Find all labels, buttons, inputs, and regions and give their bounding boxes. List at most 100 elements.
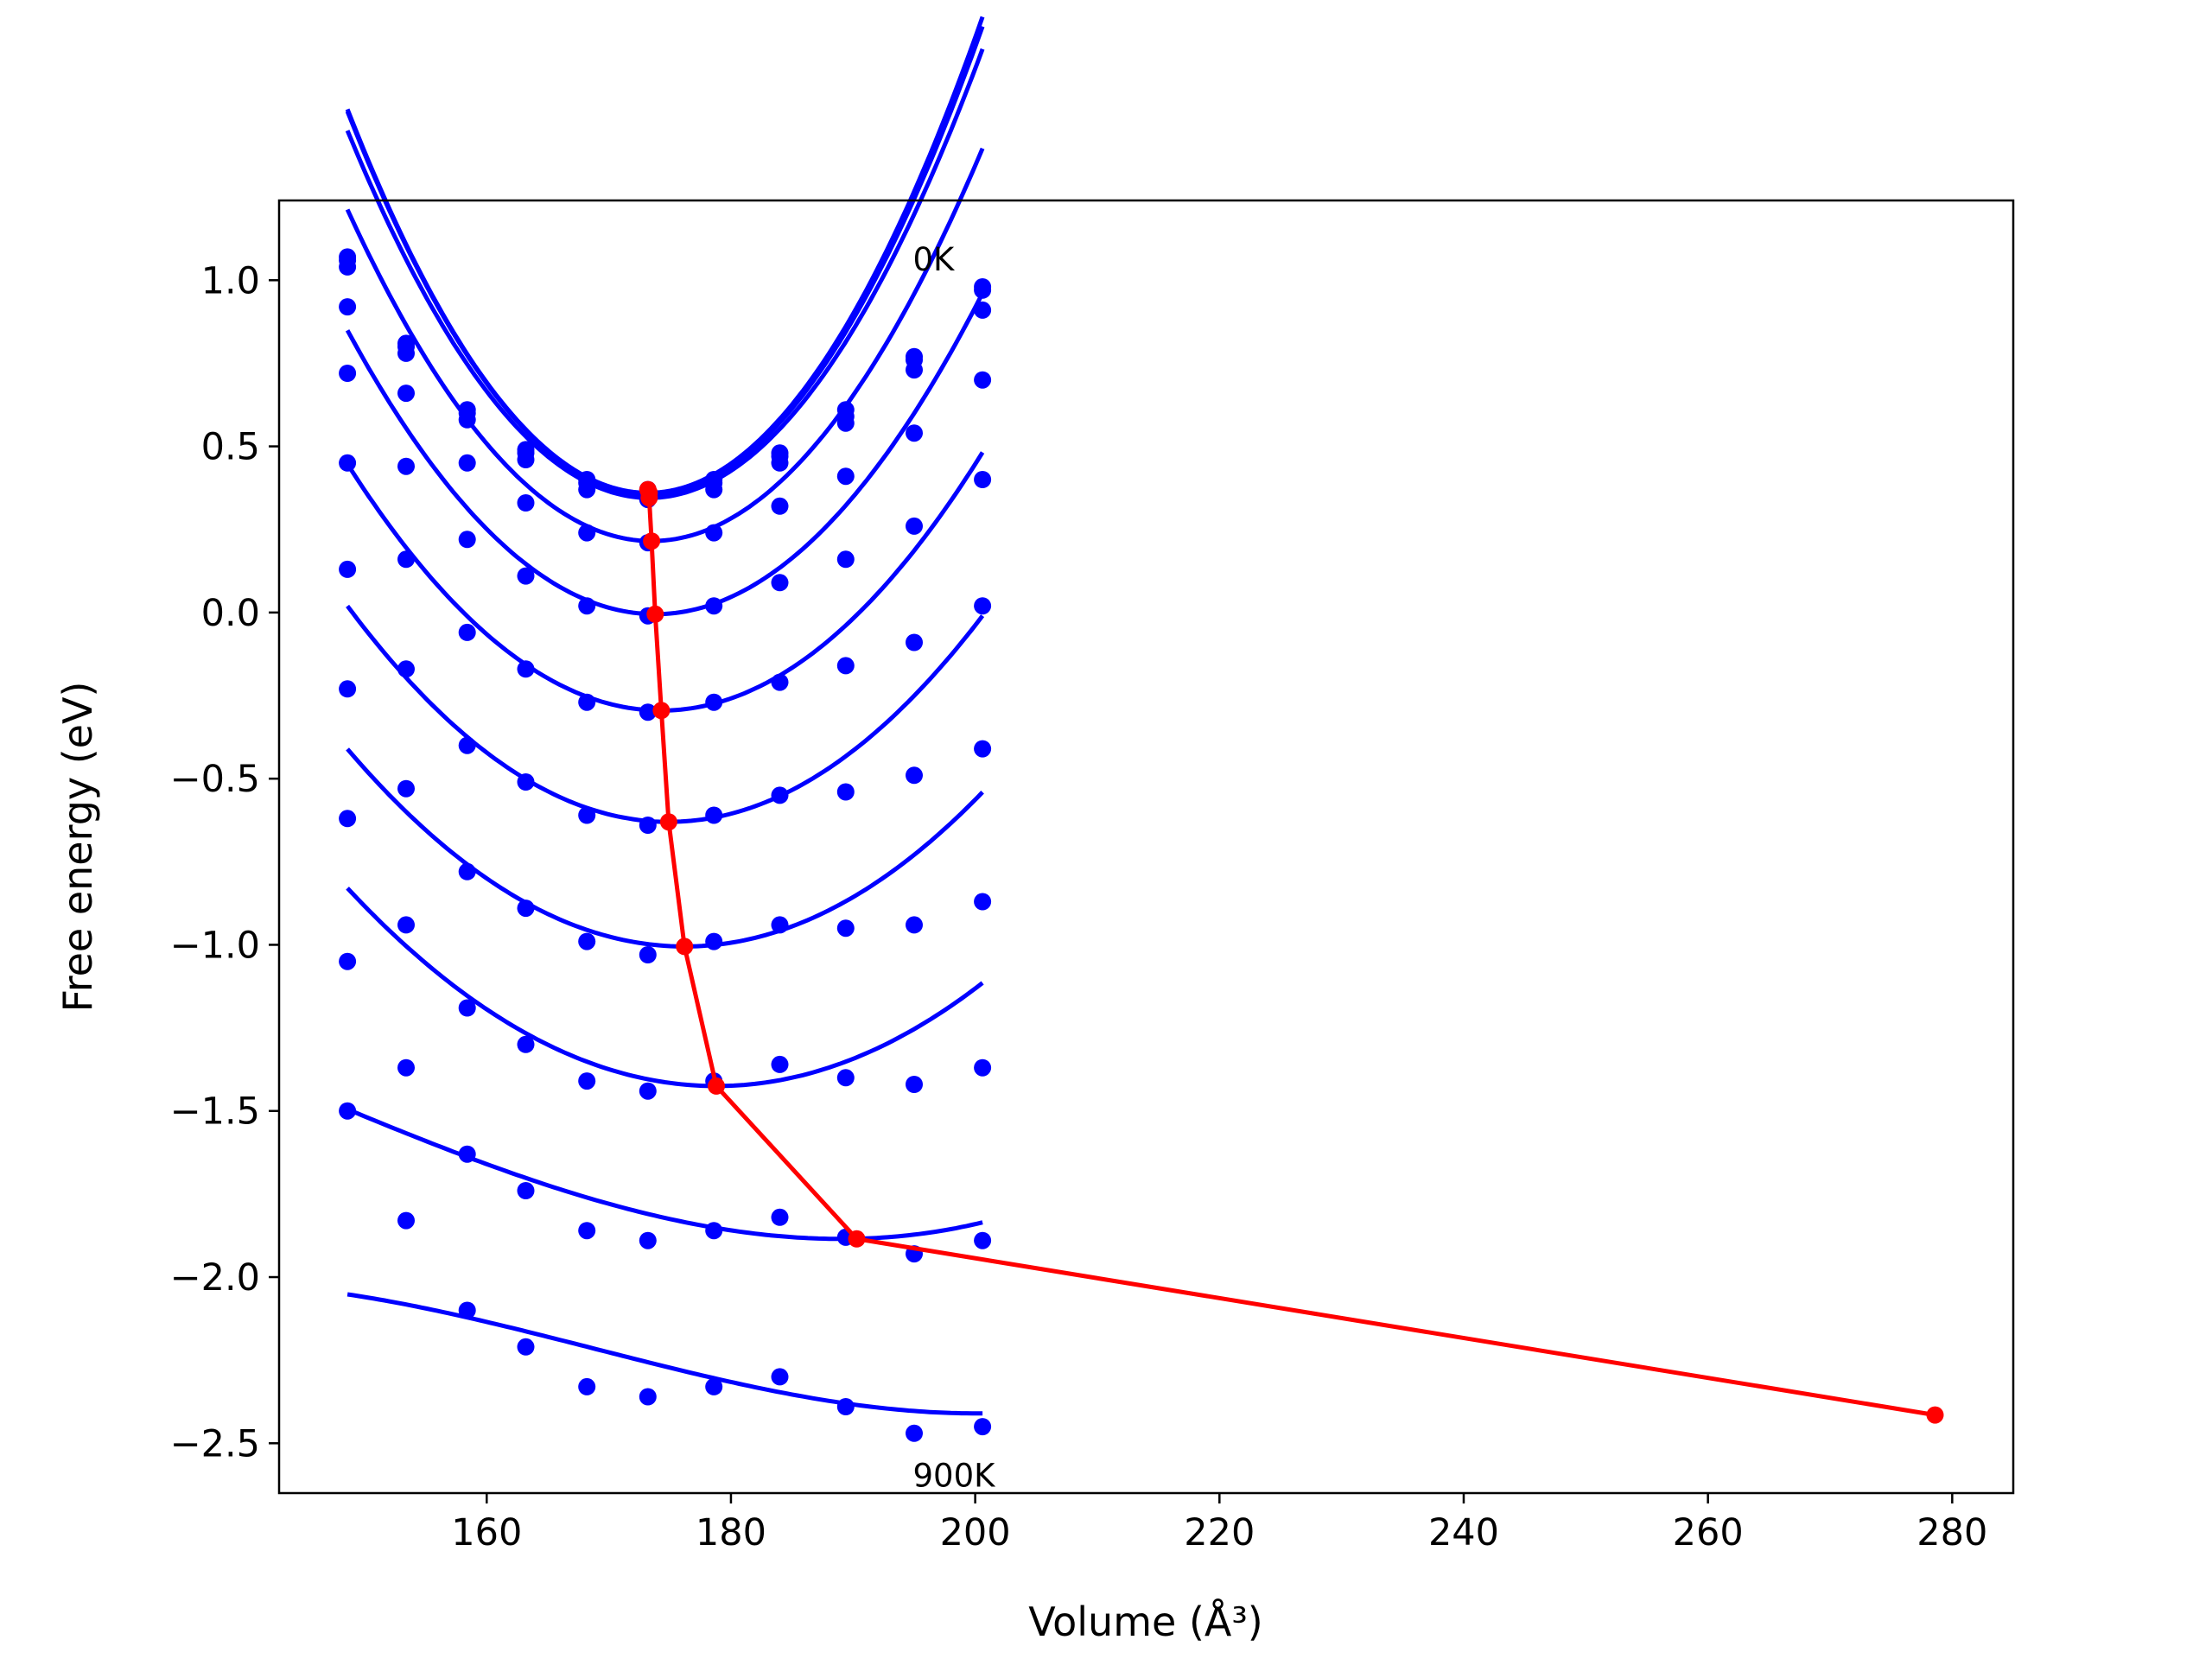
data-point-6-8 <box>836 783 855 801</box>
y-tick-label-4: −1.0 <box>170 924 260 967</box>
data-point-6-7 <box>771 786 789 804</box>
data-point-7-0 <box>339 680 357 698</box>
y-axis-label: Free energy (eV) <box>54 682 101 1013</box>
data-point-5-8 <box>836 657 855 675</box>
data-point-5-9 <box>906 633 923 652</box>
data-point-4-10 <box>974 471 992 488</box>
data-point-1-10 <box>974 281 992 299</box>
data-point-8-10 <box>974 1058 992 1077</box>
x-tick-label-1: 180 <box>696 1511 766 1554</box>
data-point-8-0 <box>339 810 357 828</box>
data-point-6-1 <box>397 660 415 678</box>
fit-curve-10 <box>346 1292 983 1416</box>
data-point-7-9 <box>906 916 923 934</box>
data-point-2-7 <box>771 454 789 472</box>
data-point-7-2 <box>458 862 476 880</box>
data-point-7-1 <box>397 779 415 798</box>
data-point-2-2 <box>458 410 476 429</box>
data-point-3-9 <box>906 424 923 442</box>
data-point-3-0 <box>339 298 357 316</box>
data-point-10-0 <box>339 1102 357 1120</box>
annotation-900k: 900K <box>913 1457 997 1494</box>
data-point-3-1 <box>397 385 415 403</box>
data-point-8-3 <box>517 1035 535 1053</box>
minimum-point-10 <box>1926 1406 1944 1424</box>
data-point-4-1 <box>397 457 415 475</box>
plot-frame <box>277 199 2015 1495</box>
minimum-path <box>639 480 1944 1424</box>
data-point-10-6 <box>705 1377 723 1395</box>
data-point-5-3 <box>517 660 535 678</box>
data-point-8-8 <box>836 1069 855 1087</box>
data-point-5-2 <box>458 623 476 641</box>
data-point-3-3 <box>517 494 535 512</box>
data-point-10-8 <box>836 1398 855 1415</box>
y-tick-label-6: −2.0 <box>170 1256 260 1300</box>
y-tick-label-7: −2.5 <box>170 1422 260 1465</box>
data-point-4-4 <box>578 597 596 615</box>
data-point-7-5 <box>639 946 657 963</box>
fit-curve-7 <box>346 747 984 949</box>
data-point-2-9 <box>906 361 923 379</box>
x-tick-label-5: 260 <box>1673 1511 1744 1554</box>
data-point-10-3 <box>517 1338 535 1356</box>
data-point-2-4 <box>578 480 596 499</box>
y-axis-ticks: 1.0 0.5 0.0 −0.5 −1.0 −1.5 −2.0 −2.5 <box>170 259 279 1465</box>
x-tick-label-2: 200 <box>940 1511 1011 1554</box>
data-point-6-2 <box>458 736 476 754</box>
data-point-3-10 <box>974 371 992 389</box>
data-point-9-4 <box>578 1222 596 1240</box>
data-point-3-2 <box>458 454 476 472</box>
data-point-4-0 <box>339 365 357 382</box>
data-point-3-8 <box>836 467 855 486</box>
data-point-2-3 <box>517 451 535 468</box>
data-point-3-7 <box>771 497 789 515</box>
data-point-5-6 <box>705 693 723 711</box>
data-point-4-6 <box>705 597 723 615</box>
fit-curve-1 <box>345 25 985 497</box>
y-tick-label-0: 1.0 <box>201 259 260 302</box>
y-tick-label-2: 0.0 <box>201 592 260 635</box>
y-tick-label-5: −1.5 <box>170 1090 260 1134</box>
data-point-2-0 <box>339 257 357 276</box>
data-point-7-8 <box>836 919 855 938</box>
data-point-8-1 <box>397 916 415 934</box>
x-tick-label-6: 280 <box>1916 1511 1987 1554</box>
data-point-10-2 <box>458 1301 476 1319</box>
data-point-3-4 <box>578 524 596 542</box>
data-point-2-10 <box>974 301 992 319</box>
fit-curve-9 <box>346 1107 983 1242</box>
data-point-6-4 <box>578 806 596 824</box>
data-point-6-3 <box>517 773 535 791</box>
data-point-5-7 <box>771 673 789 691</box>
data-point-5-10 <box>974 597 992 615</box>
data-point-10-9 <box>906 1424 923 1442</box>
data-point-4-2 <box>458 531 476 549</box>
data-point-10-7 <box>771 1368 789 1386</box>
data-point-9-3 <box>517 1182 535 1199</box>
x-axis-label: Volume (Å³) <box>1028 1599 1263 1645</box>
data-point-9-5 <box>639 1231 657 1249</box>
data-point-7-3 <box>517 899 535 918</box>
data-point-6-9 <box>906 766 923 785</box>
data-point-4-3 <box>517 567 535 585</box>
fit-curve-4 <box>345 292 985 617</box>
data-point-7-10 <box>974 893 992 911</box>
data-point-10-4 <box>578 1377 596 1395</box>
x-axis-ticks: 160 180 200 220 240 260 280 <box>451 1493 1987 1554</box>
data-point-10-1 <box>397 1211 415 1230</box>
data-point-5-4 <box>578 693 596 711</box>
data-point-6-6 <box>705 806 723 824</box>
data-point-4-7 <box>771 574 789 592</box>
data-point-4-9 <box>906 517 923 535</box>
fit-curve-3 <box>345 147 985 543</box>
data-point-2-6 <box>705 480 723 499</box>
data-point-6-10 <box>974 740 992 758</box>
data-point-7-6 <box>705 932 723 950</box>
y-tick-label-1: 0.5 <box>201 426 260 469</box>
minimum-point-8 <box>708 1077 725 1095</box>
data-point-8-7 <box>771 1055 789 1073</box>
data-point-3-6 <box>705 524 723 542</box>
data-point-8-5 <box>639 1082 657 1100</box>
data-point-10-10 <box>974 1418 992 1436</box>
